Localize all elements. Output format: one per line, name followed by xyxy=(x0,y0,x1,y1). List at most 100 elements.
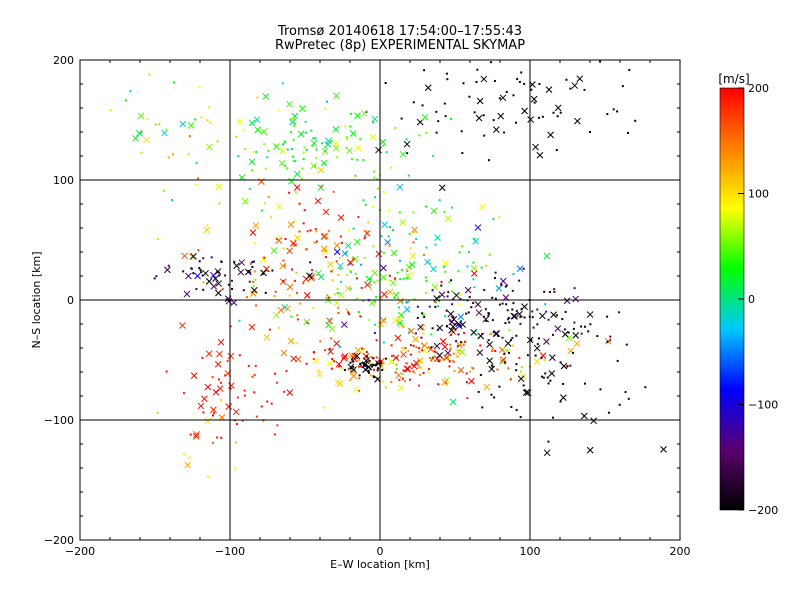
data-point-dot xyxy=(270,216,273,219)
data-point-dot xyxy=(315,148,318,151)
data-point-x xyxy=(457,366,465,374)
data-point-dot xyxy=(400,117,403,120)
data-point-dot xyxy=(507,316,510,319)
data-point-dot xyxy=(401,349,404,352)
data-point-dot xyxy=(551,416,554,419)
data-point-dot xyxy=(473,111,476,114)
data-point-dot xyxy=(405,301,408,304)
data-point-x xyxy=(260,269,267,277)
data-point-dot xyxy=(373,176,376,179)
data-point-dot xyxy=(512,273,515,276)
data-point-dot xyxy=(450,117,453,120)
data-point-x xyxy=(161,129,168,137)
data-point-x xyxy=(340,321,348,328)
data-point-dot xyxy=(606,113,609,116)
data-point-dot xyxy=(294,122,297,125)
grid-lines xyxy=(80,60,680,540)
data-point-dot xyxy=(202,288,205,291)
data-point-dot xyxy=(330,367,333,370)
data-point-dot xyxy=(462,82,465,85)
data-point-x xyxy=(306,272,313,280)
data-point-dot xyxy=(343,124,346,127)
data-point-dot xyxy=(449,334,452,337)
data-point-dot xyxy=(345,252,348,255)
data-point-dot xyxy=(195,288,198,291)
data-point-dot xyxy=(376,279,379,282)
data-point-dot xyxy=(248,280,251,283)
data-point-x xyxy=(183,290,191,298)
data-point-x xyxy=(214,268,222,275)
data-point-dot xyxy=(511,337,514,340)
data-point-x xyxy=(455,322,463,330)
data-point-x xyxy=(407,327,415,335)
data-point-dot xyxy=(251,261,254,264)
data-point-dot xyxy=(264,167,267,170)
data-point-dot xyxy=(275,381,278,384)
data-point-x xyxy=(287,337,295,345)
data-point-x xyxy=(353,238,361,246)
data-point-dot xyxy=(356,158,359,161)
data-point-x xyxy=(410,362,418,370)
data-point-x xyxy=(412,335,419,343)
data-point-dot xyxy=(324,107,327,110)
data-point-dot xyxy=(192,272,195,275)
data-point-dot xyxy=(507,351,510,354)
data-point-dot xyxy=(209,121,212,124)
data-point-dot xyxy=(472,278,475,281)
data-point-dot xyxy=(372,121,375,124)
data-point-x xyxy=(416,357,424,364)
data-point-dot xyxy=(584,325,587,328)
data-point-x xyxy=(424,258,431,266)
data-point-dot xyxy=(482,315,485,318)
data-point-dot xyxy=(460,130,463,133)
data-point-dot xyxy=(313,164,316,167)
data-point-dot xyxy=(440,280,443,283)
data-point-x xyxy=(417,323,424,331)
data-point-x xyxy=(315,270,322,277)
data-point-x xyxy=(192,433,200,440)
data-point-dot xyxy=(563,328,566,331)
data-point-dot xyxy=(252,151,255,154)
data-point-dot xyxy=(618,311,621,314)
data-point-x xyxy=(399,218,407,226)
data-point-x xyxy=(280,349,288,357)
data-point-x xyxy=(442,354,450,362)
data-point-dot xyxy=(421,313,424,316)
data-point-dot xyxy=(423,313,426,316)
data-point-dot xyxy=(339,345,342,348)
data-point-dot xyxy=(533,101,536,104)
data-point-x xyxy=(316,371,323,378)
data-point-dot xyxy=(292,159,295,162)
data-point-dot xyxy=(384,318,387,321)
data-point-dot xyxy=(267,149,270,152)
data-point-dot xyxy=(406,277,409,280)
data-point-x xyxy=(215,289,222,297)
data-point-dot xyxy=(155,275,158,278)
data-point-dot xyxy=(302,151,305,154)
data-point-dot xyxy=(237,154,240,157)
data-point-dot xyxy=(503,352,506,355)
data-point-dot xyxy=(324,349,327,352)
data-point-dot xyxy=(340,280,343,283)
data-point-dot xyxy=(599,388,602,391)
data-point-dot xyxy=(352,360,355,363)
data-point-dot xyxy=(282,280,285,283)
data-point-x xyxy=(563,297,571,305)
data-point-dot xyxy=(337,306,340,309)
data-point-x xyxy=(254,126,262,134)
data-point-dot xyxy=(458,251,461,254)
data-point-dot xyxy=(418,350,421,353)
data-point-dot xyxy=(348,313,351,316)
data-point-dot xyxy=(167,156,170,159)
data-point-x xyxy=(270,247,278,254)
data-point-dot xyxy=(504,322,507,325)
colorbar-label: [m/s] xyxy=(718,72,749,86)
data-point-x xyxy=(349,368,357,376)
data-point-dot xyxy=(468,95,471,98)
data-point-x xyxy=(436,352,443,359)
data-point-dot xyxy=(452,352,455,355)
data-point-dot xyxy=(431,289,434,292)
data-point-dot xyxy=(226,359,229,362)
data-point-dot xyxy=(349,263,352,266)
data-point-x xyxy=(431,283,439,291)
